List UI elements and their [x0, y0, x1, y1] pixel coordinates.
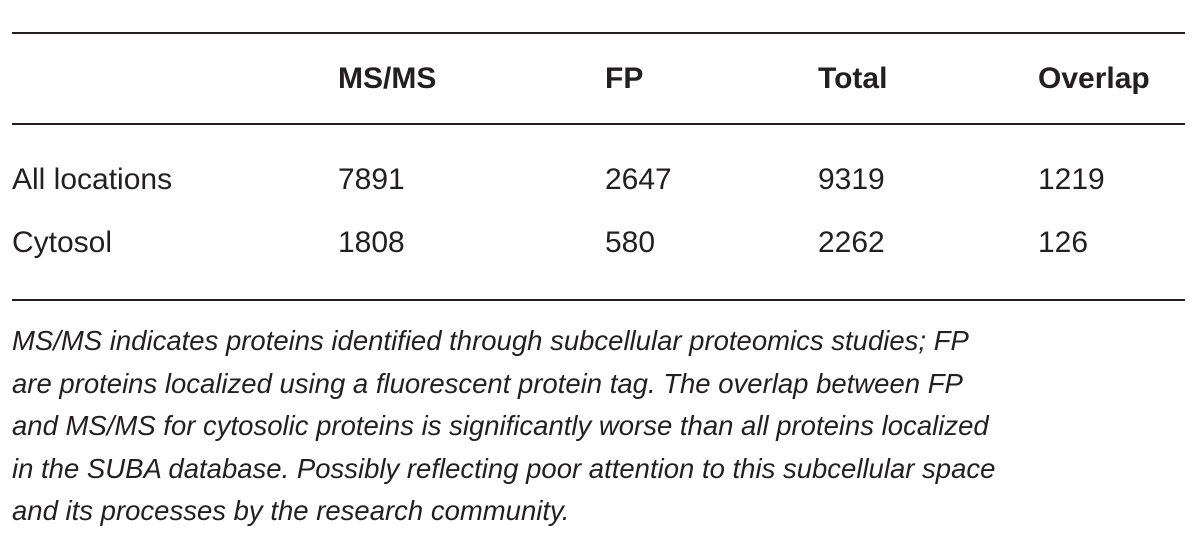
caption-line: and MS/MS for cytosolic proteins is sign… [12, 410, 989, 441]
table-cell: 1219 [1038, 163, 1105, 196]
table-cell: 580 [605, 226, 656, 259]
table-cell: 2647 [605, 163, 672, 196]
top-rule [12, 32, 1185, 34]
caption-line: and its processes by the research commun… [12, 495, 570, 526]
column-header: FP [605, 62, 644, 95]
header-rule [12, 123, 1185, 125]
table-cell: 126 [1038, 226, 1089, 259]
column-header: Overlap [1038, 62, 1150, 95]
row-label: Cytosol [12, 226, 113, 259]
table-cell: 2262 [818, 226, 885, 259]
column-header: MS/MS [338, 62, 437, 95]
column-header: Total [818, 62, 888, 95]
caption-line: in the SUBA database. Possibly reflectin… [12, 452, 996, 484]
table-cell: 7891 [338, 163, 405, 196]
bottom-rule [12, 299, 1185, 301]
row-label: All locations [12, 163, 173, 196]
table-cell: 1808 [338, 226, 405, 259]
table-cell: 9319 [818, 163, 885, 196]
caption-line: are proteins localized using a fluoresce… [12, 367, 963, 399]
caption-line: MS/MS indicates proteins identified thro… [12, 325, 969, 356]
